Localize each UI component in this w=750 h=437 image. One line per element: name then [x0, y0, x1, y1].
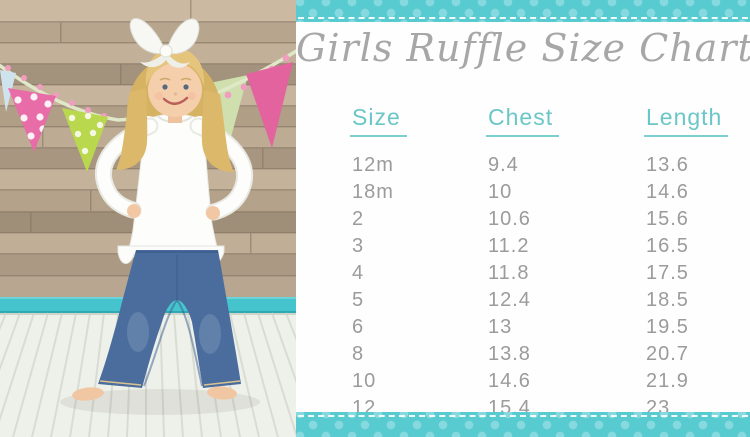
- stitch-line: [298, 415, 748, 417]
- table-row: 4 11.8 17.5: [296, 260, 750, 287]
- size-cell: 2: [352, 208, 365, 230]
- length-cell: 13.6: [646, 154, 689, 176]
- size-chart-panel: Girls Ruffle Size Chart Size Chest Lengt…: [296, 0, 750, 437]
- size-table: Size Chest Length 12m 9.4 13.6 18m 10 14…: [296, 92, 750, 422]
- chest-cell: 10.6: [488, 208, 531, 230]
- length-cell: 20.7: [646, 343, 689, 365]
- table-row: 8 13.8 20.7: [296, 341, 750, 368]
- chest-cell: 12.4: [488, 289, 531, 311]
- size-cell: 10: [352, 370, 377, 392]
- table-row: 10 14.6 21.9: [296, 368, 750, 395]
- table-row: 3 11.2 16.5: [296, 233, 750, 260]
- length-cell: 21.9: [646, 370, 689, 392]
- chest-cell: 9.4: [488, 154, 519, 176]
- size-cell: 12m: [352, 154, 394, 176]
- table-row: 18m 10 14.6: [296, 179, 750, 206]
- size-cell: 18m: [352, 181, 394, 203]
- size-cell: 3: [352, 235, 365, 257]
- length-cell: 18.5: [646, 289, 689, 311]
- header-row: Size Chest Length: [296, 92, 750, 152]
- length-cell: 17.5: [646, 262, 689, 284]
- bunting-banner: [0, 49, 296, 172]
- hair-bow: [129, 18, 200, 68]
- length-cell: 16.5: [646, 235, 689, 257]
- length-cell: 15.6: [646, 208, 689, 230]
- chest-cell: 11.2: [488, 235, 530, 257]
- table-row: 12m 9.4 13.6: [296, 152, 750, 179]
- table-row: 2 10.6 15.6: [296, 206, 750, 233]
- ribbon-top: [296, 0, 750, 22]
- column-header-length: Length: [644, 104, 729, 137]
- column-header-chest: Chest: [486, 104, 560, 137]
- size-cell: 6: [352, 316, 365, 338]
- ribbon-bottom: [296, 412, 750, 437]
- size-cell: 4: [352, 262, 365, 284]
- chest-cell: 13.8: [488, 343, 531, 365]
- chart-title: Girls Ruffle Size Chart: [296, 26, 750, 70]
- product-photo: [0, 0, 296, 437]
- table-row: 6 13 19.5: [296, 314, 750, 341]
- chest-cell: 13: [488, 316, 513, 338]
- chest-cell: 14.6: [488, 370, 531, 392]
- size-cell: 8: [352, 343, 365, 365]
- table-row: 5 12.4 18.5: [296, 287, 750, 314]
- length-cell: 19.5: [646, 316, 689, 338]
- size-cell: 5: [352, 289, 365, 311]
- chest-cell: 11.8: [488, 262, 530, 284]
- length-cell: 14.6: [646, 181, 689, 203]
- column-header-size: Size: [350, 104, 407, 137]
- chest-cell: 10: [488, 181, 513, 203]
- girl-figure: [60, 18, 260, 415]
- stitch-line: [298, 17, 748, 19]
